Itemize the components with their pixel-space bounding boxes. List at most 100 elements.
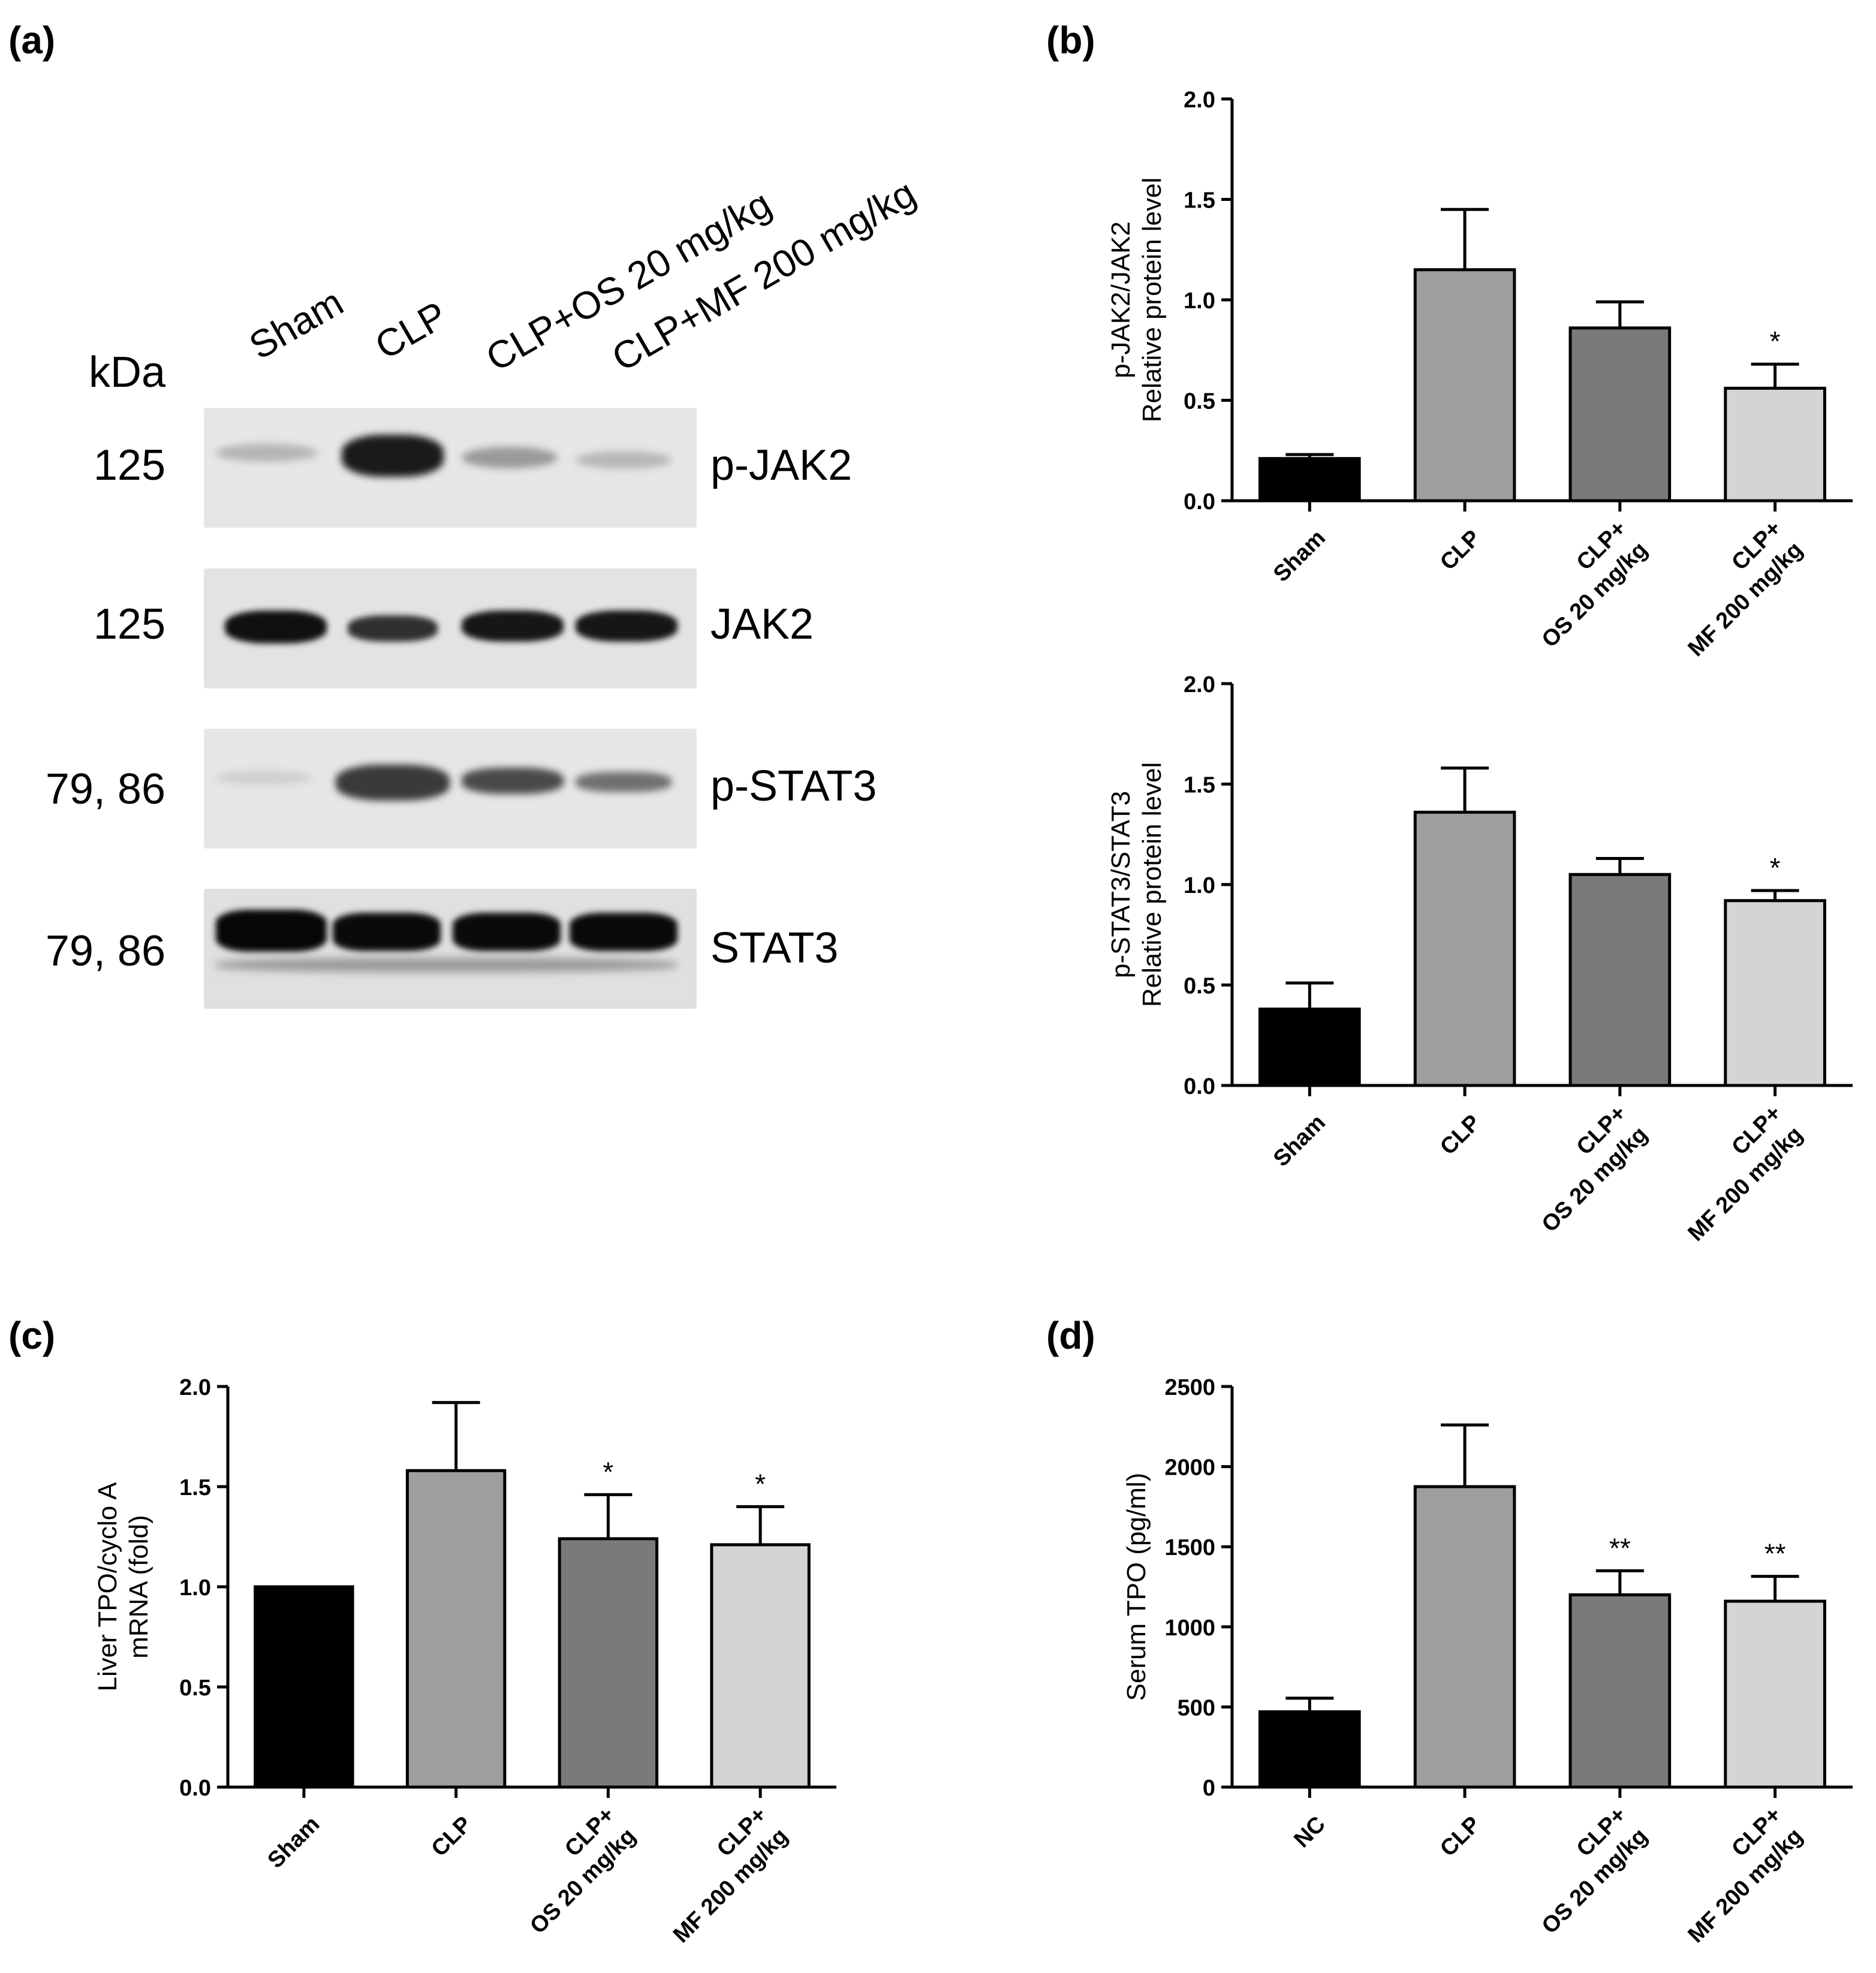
protein-label-jak2: JAK2 <box>710 600 814 648</box>
significance-marker: * <box>603 1456 613 1487</box>
y-axis-label: mRNA (fold) <box>124 1515 153 1659</box>
x-tick-label: CLP+OS 20 mg/kg <box>1516 1100 1652 1237</box>
band-p-stat3-mf <box>576 772 671 792</box>
x-tick-label: CLP <box>427 1812 477 1861</box>
panel-letter-c: (c) <box>8 1314 56 1357</box>
band-p-stat3-clp <box>336 765 450 801</box>
x-tick-label: CLP <box>1435 525 1485 575</box>
y-tick-label: 1.0 <box>1184 873 1215 898</box>
x-tick-label: CLP+OS 20 mg/kg <box>504 1802 641 1939</box>
bar <box>710 1543 811 1789</box>
x-tick-label: CLP <box>1435 1812 1485 1861</box>
y-tick-label: 0.0 <box>1184 1074 1215 1099</box>
y-tick-label: 2.0 <box>1184 672 1215 697</box>
x-tick-label: Sham <box>1269 1110 1330 1172</box>
y-tick-label: 1.5 <box>1184 773 1215 798</box>
y-tick-label: 0.5 <box>179 1676 211 1701</box>
mw-label-p-jak2: 125 <box>93 441 165 489</box>
band-p-stat3-sham <box>216 771 312 785</box>
protein-label-p-jak2: p-JAK2 <box>710 441 853 489</box>
x-tick-label: CLP+MF 200 mg/kg <box>648 1802 793 1948</box>
y-tick-label: 500 <box>1178 1695 1215 1721</box>
x-tick-label: Sham <box>263 1812 325 1873</box>
bar <box>1724 1599 1826 1789</box>
bar <box>1413 810 1516 1087</box>
bar <box>1258 457 1361 503</box>
band-p-jak2-sham <box>216 444 318 462</box>
band-p-jak2-os <box>462 447 558 468</box>
band-p-jak2-mf <box>576 451 671 469</box>
x-tick-label: CLP+OS 20 mg/kg <box>1516 516 1652 652</box>
band-stat3-os <box>453 913 561 951</box>
band-jak2-sham <box>225 610 327 643</box>
blot-strip-stat3 <box>204 889 697 1009</box>
bar <box>1568 326 1672 503</box>
y-tick-label: 2500 <box>1164 1375 1215 1400</box>
blot-strip-p-stat3 <box>204 729 697 849</box>
bar <box>1724 386 1826 503</box>
x-tick-label-line: CLP <box>427 1812 477 1861</box>
y-tick-label: 0.0 <box>179 1776 211 1801</box>
bar <box>1724 899 1826 1087</box>
y-tick-label: 2.0 <box>179 1375 211 1400</box>
mw-label-stat3: 79, 86 <box>45 927 165 975</box>
x-tick-label-line: CLP <box>1435 1812 1485 1861</box>
protein-label-p-stat3: p-STAT3 <box>710 762 877 810</box>
bar <box>558 1537 659 1789</box>
significance-marker: * <box>1770 326 1781 357</box>
bar <box>1413 1485 1516 1789</box>
y-tick-label: 1.5 <box>1184 188 1215 213</box>
chart-1: 0.0 0.5 1.0 1.5 2.0 p-STAT3/STAT3 Relative pro… <box>1106 672 1853 1246</box>
panel-letter-b: (b) <box>1046 19 1095 62</box>
panel-letter-a: (a) <box>8 19 56 62</box>
band-stat3-lower <box>216 958 677 972</box>
chart-0: 0.0 0.5 1.0 1.5 2.0 p-JAK2/JAK2 Relative prote… <box>1106 88 1853 661</box>
y-axis-label: p-JAK2/JAK2 <box>1106 221 1136 378</box>
y-tick-label: 0.5 <box>1184 974 1215 999</box>
y-axis-label: Relative protein level <box>1137 762 1167 1007</box>
x-tick-label-line: CLP <box>1435 525 1485 575</box>
significance-marker: ** <box>1609 1532 1631 1563</box>
bar <box>1568 1593 1672 1789</box>
x-tick-label: CLP+MF 200 mg/kg <box>1662 516 1808 661</box>
y-tick-label: 2.0 <box>1184 88 1215 113</box>
x-tick-label-line: Sham <box>1269 525 1330 587</box>
y-axis-label: Serum TPO (pg/ml) <box>1122 1473 1151 1701</box>
bar <box>254 1585 354 1789</box>
bar <box>1258 1710 1361 1789</box>
band-jak2-mf <box>576 610 677 642</box>
y-tick-label: 2000 <box>1164 1455 1215 1481</box>
y-tick-label: 0 <box>1203 1776 1215 1801</box>
x-tick-label-line: CLP <box>1435 1110 1485 1160</box>
band-p-jak2-clp <box>342 435 444 477</box>
y-tick-label: 0.0 <box>1184 489 1215 515</box>
x-tick-label: CLP <box>1435 1110 1485 1160</box>
y-axis-label: Liver TPO/cyclo A <box>93 1482 122 1692</box>
y-tick-label: 1.0 <box>1184 288 1215 314</box>
x-tick-label: CLP+MF 200 mg/kg <box>1662 1100 1808 1246</box>
blot-strip-jak2 <box>204 569 697 688</box>
x-tick-label: CLP+MF 200 mg/kg <box>1662 1802 1808 1948</box>
band-stat3-sham <box>216 910 327 952</box>
significance-marker: * <box>755 1468 766 1499</box>
mw-label-jak2: 125 <box>93 600 165 648</box>
significance-marker: * <box>1770 852 1781 883</box>
y-axis-label: p-STAT3/STAT3 <box>1106 791 1136 978</box>
bar <box>1258 1007 1361 1087</box>
bar <box>405 1469 507 1789</box>
blot-strip-p-jak2 <box>204 408 697 528</box>
x-tick-label: Sham <box>1269 525 1330 587</box>
y-tick-label: 1500 <box>1164 1535 1215 1560</box>
y-tick-label: 1.0 <box>179 1575 211 1601</box>
y-axis-label: Relative protein level <box>1137 178 1167 422</box>
kda-label: kDa <box>89 348 166 396</box>
y-tick-label: 1000 <box>1164 1616 1215 1641</box>
y-tick-label: 0.5 <box>1184 389 1215 414</box>
bar <box>1568 873 1672 1087</box>
x-tick-label: NC <box>1289 1812 1330 1853</box>
band-stat3-mf <box>570 913 677 951</box>
band-p-stat3-os <box>462 768 564 794</box>
chart-3: 0 500 1000 1500 2000 2500 Serum TPO (pg/ml) NC C… <box>1122 1375 1853 1948</box>
